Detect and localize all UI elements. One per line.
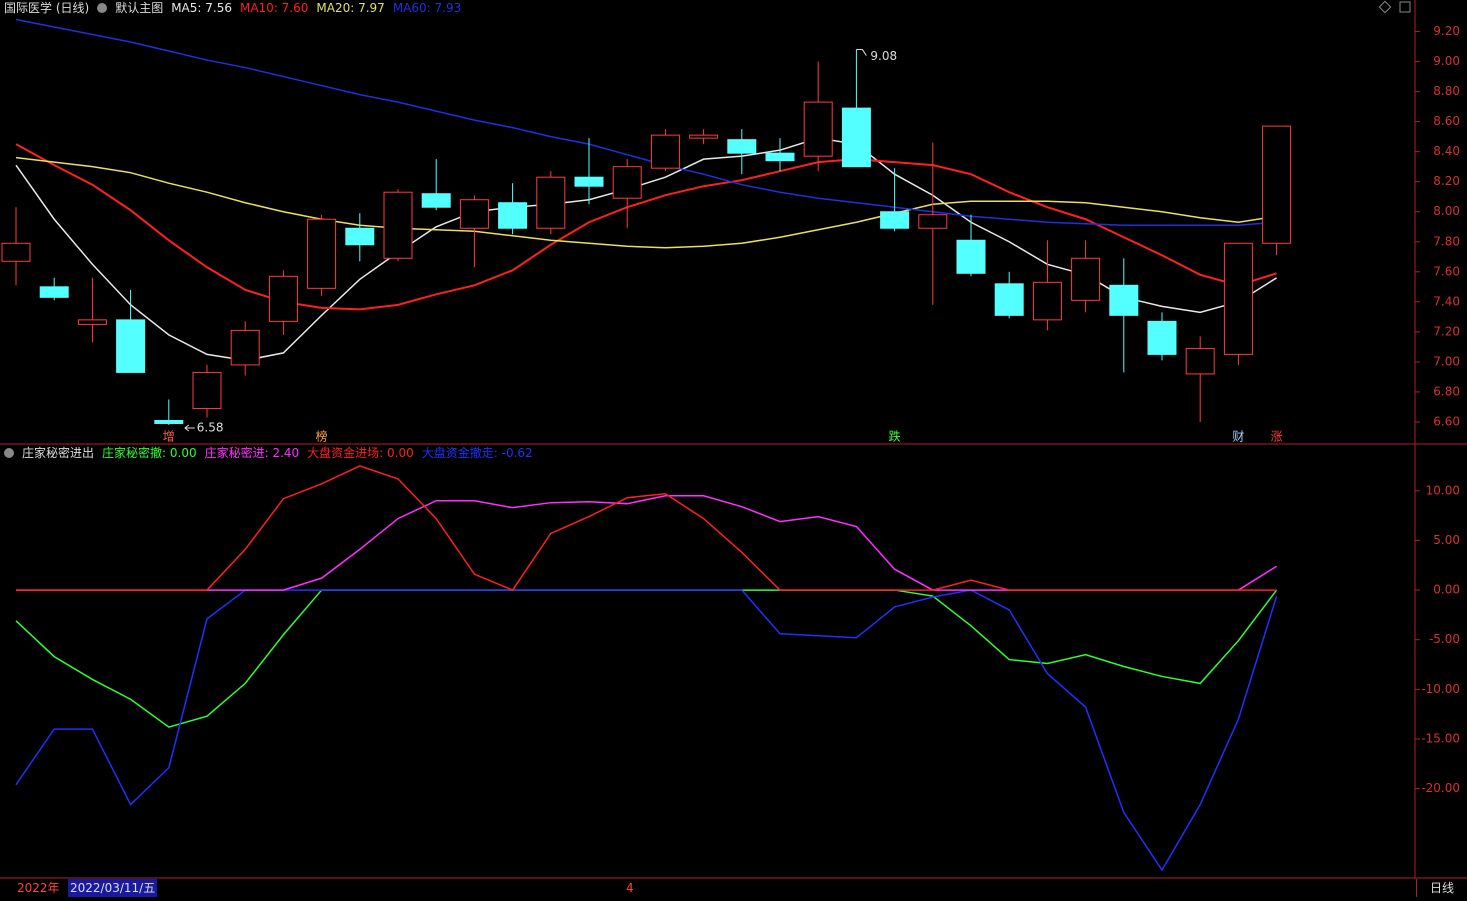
y-tick-label: 7.00 bbox=[1433, 354, 1460, 368]
period[interactable]: 日线 bbox=[1416, 879, 1467, 897]
legend-entry[interactable]: 大盘资金进场: 0.00 bbox=[307, 446, 414, 460]
candle-body bbox=[383, 191, 413, 259]
y-tick-label: 8.20 bbox=[1433, 174, 1460, 188]
event-label: 增 bbox=[163, 430, 175, 444]
candle-body bbox=[880, 211, 910, 229]
candle-body bbox=[841, 107, 871, 168]
candle-body bbox=[39, 286, 69, 298]
legend-entry[interactable]: 大盘资金撤走: -0.62 bbox=[421, 446, 533, 460]
candle-body bbox=[154, 419, 184, 424]
series-line bbox=[15, 589, 1278, 872]
candle-body bbox=[192, 371, 222, 409]
panel-title: 庄家秘密进出 bbox=[22, 446, 95, 460]
candle-body bbox=[574, 176, 604, 187]
page: 4 bbox=[626, 881, 634, 895]
y-tick-label: 8.00 bbox=[1433, 204, 1460, 218]
legend: MA5: 7.56 MA10: 7.60 MA20: 7.97 MA60: 7.93 bbox=[171, 0, 461, 16]
stock-title: 国际医学 (日线) bbox=[4, 1, 90, 15]
y-tick-label: 7.80 bbox=[1433, 234, 1460, 248]
template: 默认主图 bbox=[115, 1, 164, 15]
y-tick-label: 9.00 bbox=[1433, 54, 1460, 68]
y-tick-label: 9.20 bbox=[1433, 24, 1460, 38]
candle-body bbox=[1071, 257, 1101, 301]
candle-body bbox=[956, 239, 986, 274]
main-header: 国际医学 (日线) 默认主图 MA5: 7.56 MA10: 7.60 MA20: … bbox=[4, 0, 461, 16]
candle-body bbox=[765, 152, 795, 162]
series-line bbox=[16, 465, 1277, 591]
y-tick-label: -5.00 bbox=[1429, 632, 1460, 646]
candle-body bbox=[803, 101, 833, 157]
y-tick-label: 8.80 bbox=[1433, 84, 1460, 98]
sub-header: 庄家秘密进出 庄家秘密撤: 0.00 庄家秘密进: 2.40 大盘资金进场: 0.0… bbox=[4, 445, 533, 461]
event-label: 涨 bbox=[1271, 429, 1283, 444]
legend-entry[interactable]: MA10: 7.60 bbox=[239, 1, 309, 15]
legend: 庄家秘密撤: 0.00 庄家秘密进: 2.40 大盘资金进场: 0.00 大盘资金撤走… bbox=[102, 445, 533, 461]
footer-bar: 2022年 2022/03/11/五 4 日线 bbox=[0, 879, 1467, 897]
candle-body bbox=[1109, 284, 1139, 316]
candle-body bbox=[1, 242, 31, 262]
candle-body bbox=[77, 319, 107, 325]
candle-body bbox=[536, 176, 566, 229]
candle-body bbox=[1147, 320, 1177, 355]
candle-body bbox=[612, 166, 642, 199]
candle-body bbox=[727, 139, 757, 154]
candle-body bbox=[116, 319, 146, 373]
candle-body bbox=[918, 214, 948, 229]
series-line bbox=[15, 156, 1277, 249]
icon[interactable] bbox=[1399, 1, 1411, 13]
year: 2022年 bbox=[17, 881, 60, 895]
candle-body bbox=[1262, 125, 1292, 244]
y-tick-label: 8.60 bbox=[1433, 114, 1460, 128]
event-label: 榜 bbox=[316, 429, 328, 444]
candle-body bbox=[230, 329, 260, 366]
candle-body bbox=[689, 134, 719, 139]
y-tick-label: -15.00 bbox=[1421, 731, 1460, 745]
y-tick-label: 7.40 bbox=[1433, 294, 1460, 308]
min-label: 6.58 bbox=[197, 420, 224, 434]
y-tick-label: -10.00 bbox=[1421, 682, 1460, 696]
icon[interactable] bbox=[97, 3, 108, 13]
event-label: 跌 bbox=[889, 429, 901, 444]
candle-body bbox=[459, 199, 489, 229]
y-tick-label: 8.40 bbox=[1433, 144, 1460, 158]
candle-body bbox=[1185, 347, 1215, 375]
event-label: 财 bbox=[1232, 430, 1244, 444]
icon[interactable] bbox=[1378, 0, 1392, 14]
y-tick-label: 0.00 bbox=[1433, 583, 1460, 597]
series-line bbox=[16, 494, 1277, 591]
date[interactable]: 2022/03/11/五 bbox=[68, 879, 158, 897]
candle-body bbox=[498, 202, 528, 229]
series-line bbox=[15, 18, 1277, 226]
candle-body bbox=[421, 193, 451, 208]
series-line bbox=[15, 143, 1277, 311]
legend-entry[interactable]: MA60: 7.93 bbox=[392, 1, 462, 15]
y-tick-label: 7.60 bbox=[1433, 264, 1460, 278]
y-tick-label: 6.60 bbox=[1433, 414, 1460, 428]
icon[interactable] bbox=[4, 448, 14, 458]
y-tick-label: 7.20 bbox=[1433, 324, 1460, 338]
max-label: 9.08 bbox=[870, 49, 897, 63]
series-line bbox=[15, 137, 1277, 362]
y-tick-label: 5.00 bbox=[1433, 533, 1460, 547]
candle-body bbox=[650, 134, 680, 169]
candle-body bbox=[1223, 242, 1253, 355]
y-tick-label: -20.00 bbox=[1421, 781, 1460, 795]
candle-body bbox=[994, 283, 1024, 316]
legend-entry[interactable]: MA5: 7.56 bbox=[171, 1, 232, 15]
marker-arrow bbox=[184, 424, 195, 432]
marker-arrow bbox=[856, 49, 867, 56]
candle-body bbox=[1032, 281, 1062, 321]
y-tick-label: 6.80 bbox=[1433, 384, 1460, 398]
legend-entry[interactable]: MA20: 7.97 bbox=[316, 1, 385, 15]
candle-body bbox=[268, 275, 298, 322]
candle-body bbox=[345, 227, 375, 246]
series-line bbox=[15, 589, 1278, 728]
legend-entry[interactable]: 庄家秘密撤: 0.00 bbox=[102, 446, 197, 460]
y-tick-label: 10.00 bbox=[1426, 483, 1460, 497]
legend-entry[interactable]: 庄家秘密进: 2.40 bbox=[204, 446, 300, 460]
candle-body bbox=[307, 218, 337, 289]
